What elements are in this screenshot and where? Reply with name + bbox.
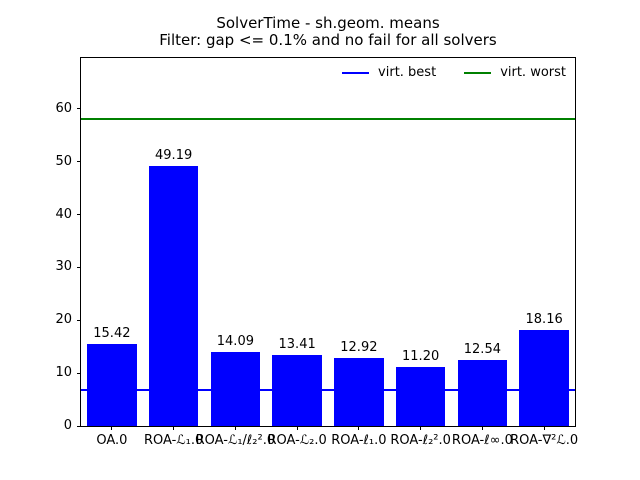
legend: virt. best virt. worst xyxy=(342,65,566,80)
legend-label-virt-best: virt. best xyxy=(378,65,437,80)
bar xyxy=(519,329,569,426)
legend-item-virt-best: virt. best xyxy=(342,65,436,80)
reference-line-virt-worst xyxy=(81,118,575,121)
y-tick-label: 50 xyxy=(55,153,72,169)
bar xyxy=(87,344,137,426)
legend-item-virt-worst: virt. worst xyxy=(464,65,566,80)
bar-value-label: 11.20 xyxy=(402,348,440,364)
bar-value-label: 13.41 xyxy=(278,337,316,353)
reference-line-virt-best xyxy=(81,388,575,391)
x-tick-label: ROA-∇²ℒ.0 xyxy=(510,433,579,448)
x-tick-mark xyxy=(481,426,483,430)
y-tick-label: 10 xyxy=(55,365,72,381)
x-tick-label: ROA-ℓ₁.0 xyxy=(331,433,387,448)
x-tick-mark xyxy=(420,426,422,430)
y-tick-label: 60 xyxy=(55,100,72,116)
y-tick-mark xyxy=(77,108,81,110)
bar-value-label: 12.92 xyxy=(340,339,378,355)
x-tick-label: OA.0 xyxy=(96,433,128,448)
y-tick-label: 20 xyxy=(55,312,72,328)
y-tick-label: 0 xyxy=(63,418,72,434)
x-tick-label: ROA-ℒ₁/ℓ₂².0 xyxy=(195,433,276,448)
chart-title: SolverTime - sh.geom. means xyxy=(216,14,440,32)
y-tick-mark xyxy=(77,161,81,163)
y-tick-mark xyxy=(77,372,81,374)
x-tick-label: ROA-ℓ∞.0 xyxy=(451,433,513,448)
bar-value-label: 18.16 xyxy=(525,311,563,327)
y-tick-mark xyxy=(77,266,81,268)
bar-value-label: 15.42 xyxy=(93,326,131,342)
y-tick-label: 30 xyxy=(55,259,72,275)
y-tick-mark xyxy=(77,214,81,215)
x-tick-mark xyxy=(173,426,175,430)
y-tick-mark xyxy=(77,425,81,427)
x-tick-mark xyxy=(543,426,545,430)
virt-best-line-swatch xyxy=(342,71,370,74)
bar-value-label: 14.09 xyxy=(216,333,254,349)
bar xyxy=(148,165,199,426)
bar-value-label: 49.19 xyxy=(155,147,193,163)
x-tick-label: ROA-ℓ₂².0 xyxy=(390,433,451,448)
legend-label-virt-worst: virt. worst xyxy=(500,65,566,80)
x-tick-label: ROA-ℒ₁.0 xyxy=(143,433,204,448)
bar xyxy=(457,359,508,426)
x-tick-label: ROA-ℒ₂.0 xyxy=(267,433,327,448)
bar xyxy=(334,357,384,426)
bar-value-label: 12.54 xyxy=(463,341,501,357)
bar xyxy=(272,355,322,426)
chart-title-block: SolverTime - sh.geom. means Filter: gap … xyxy=(80,15,576,49)
virt-worst-line-swatch xyxy=(464,71,492,74)
x-tick-mark xyxy=(111,426,113,430)
plot-area: virt. best virt. worst 0 10 20 30 40 50 60 15.4… xyxy=(55,57,578,448)
x-tick-mark xyxy=(358,426,360,430)
x-tick-mark xyxy=(234,426,236,430)
y-tick-mark xyxy=(77,319,81,321)
chart-subtitle: Filter: gap <= 0.1% and no fail for all … xyxy=(159,31,497,49)
bar xyxy=(395,366,446,426)
y-tick-label: 40 xyxy=(55,206,72,222)
x-tick-mark xyxy=(296,426,298,430)
